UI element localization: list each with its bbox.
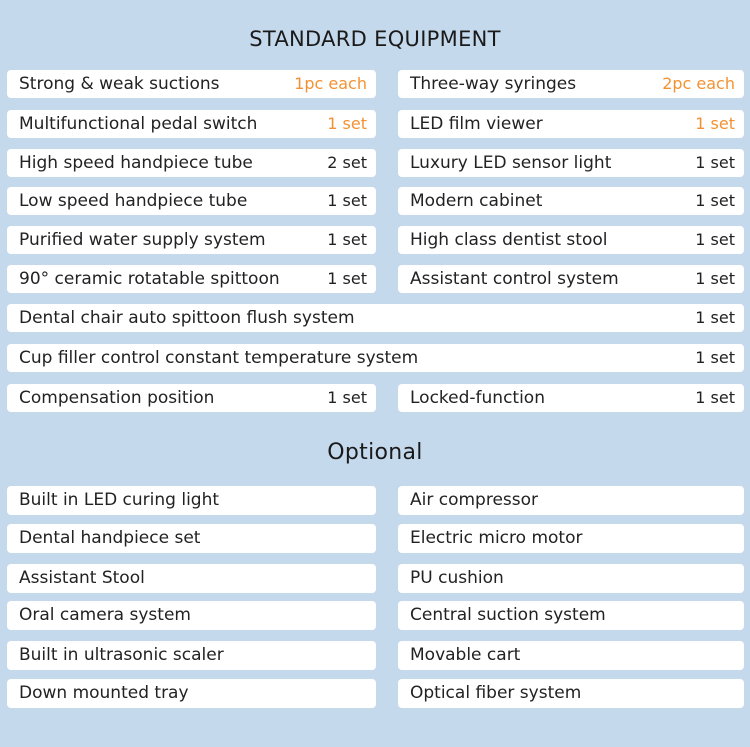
item-quantity: 2 set bbox=[327, 153, 367, 172]
optional-item: Built in ultrasonic scaler bbox=[7, 641, 376, 670]
equipment-item: High class dentist stool 1 set bbox=[398, 226, 744, 254]
optional-title: Optional bbox=[327, 440, 423, 465]
item-name: Cup filler control constant temperature … bbox=[19, 348, 419, 368]
item-quantity: 1 set bbox=[695, 191, 735, 210]
optional-item: Movable cart bbox=[398, 641, 744, 670]
item-name: Air compressor bbox=[410, 490, 539, 510]
item-name: Dental chair auto spittoon flush system bbox=[19, 308, 355, 328]
item-quantity: 1 set bbox=[695, 348, 735, 367]
item-name: Multifunctional pedal switch bbox=[19, 114, 258, 134]
item-quantity: 1 set bbox=[695, 153, 735, 172]
optional-item: Oral camera system bbox=[7, 601, 376, 630]
item-name: 90° ceramic rotatable spittoon bbox=[19, 269, 280, 289]
item-name: Down mounted tray bbox=[19, 683, 189, 703]
equipment-item: 90° ceramic rotatable spittoon 1 set bbox=[7, 265, 376, 293]
item-name: Dental handpiece set bbox=[19, 528, 201, 548]
equipment-item: Luxury LED sensor light 1 set bbox=[398, 149, 744, 177]
optional-item: Dental handpiece set bbox=[7, 524, 376, 553]
item-name: Electric micro motor bbox=[410, 528, 583, 548]
optional-item: Electric micro motor bbox=[398, 524, 744, 553]
item-quantity: 1 set bbox=[327, 230, 367, 249]
optional-item: Optical fiber system bbox=[398, 679, 744, 708]
item-name: Optical fiber system bbox=[410, 683, 582, 703]
equipment-item: High speed handpiece tube 2 set bbox=[7, 149, 376, 177]
item-quantity: 1 set bbox=[327, 269, 367, 288]
item-quantity: 1 set bbox=[695, 388, 735, 407]
equipment-item-wide: Dental chair auto spittoon flush system 1… bbox=[7, 304, 744, 332]
equipment-item: Locked-function 1 set bbox=[398, 384, 744, 412]
item-name: Assistant control system bbox=[410, 269, 619, 289]
optional-item: Down mounted tray bbox=[7, 679, 376, 708]
equipment-item: Strong & weak suctions 1pc each bbox=[7, 70, 376, 98]
equipment-item: Low speed handpiece tube 1 set bbox=[7, 187, 376, 215]
item-quantity: 1 set bbox=[327, 388, 367, 407]
equipment-item: Three-way syringes 2pc each bbox=[398, 70, 744, 98]
optional-item: PU cushion bbox=[398, 564, 744, 593]
optional-item: Built in LED curing light bbox=[7, 486, 376, 515]
item-name: Purified water supply system bbox=[19, 230, 266, 250]
standard-equipment-title: STANDARD EQUIPMENT bbox=[249, 27, 501, 51]
equipment-item-wide: Cup filler control constant temperature … bbox=[7, 344, 744, 372]
equipment-item: Compensation position 1 set bbox=[7, 384, 376, 412]
item-name: Locked-function bbox=[410, 388, 545, 408]
optional-item: Air compressor bbox=[398, 486, 744, 515]
item-quantity: 1 set bbox=[695, 230, 735, 249]
item-quantity: 1 set bbox=[327, 191, 367, 210]
equipment-item: Multifunctional pedal switch 1 set bbox=[7, 110, 376, 138]
item-name: Low speed handpiece tube bbox=[19, 191, 248, 211]
item-name: High class dentist stool bbox=[410, 230, 608, 250]
item-name: Compensation position bbox=[19, 388, 215, 408]
item-name: Strong & weak suctions bbox=[19, 74, 220, 94]
item-name: Three-way syringes bbox=[410, 74, 577, 94]
item-name: Built in LED curing light bbox=[19, 490, 220, 510]
item-quantity: 2pc each bbox=[662, 74, 735, 93]
item-quantity: 1 set bbox=[695, 308, 735, 327]
item-name: Modern cabinet bbox=[410, 191, 543, 211]
item-name: Assistant Stool bbox=[19, 568, 145, 588]
item-name: Built in ultrasonic scaler bbox=[19, 645, 224, 665]
item-quantity: 1 set bbox=[695, 114, 735, 133]
optional-item: Assistant Stool bbox=[7, 564, 376, 593]
item-quantity: 1 set bbox=[695, 269, 735, 288]
item-name: Luxury LED sensor light bbox=[410, 153, 612, 173]
item-name: LED film viewer bbox=[410, 114, 543, 134]
item-name: Central suction system bbox=[410, 605, 606, 625]
optional-item: Central suction system bbox=[398, 601, 744, 630]
item-quantity: 1pc each bbox=[294, 74, 367, 93]
item-name: Movable cart bbox=[410, 645, 521, 665]
equipment-item: Assistant control system 1 set bbox=[398, 265, 744, 293]
item-quantity: 1 set bbox=[327, 114, 367, 133]
equipment-item: LED film viewer 1 set bbox=[398, 110, 744, 138]
item-name: PU cushion bbox=[410, 568, 504, 588]
equipment-item: Purified water supply system 1 set bbox=[7, 226, 376, 254]
equipment-item: Modern cabinet 1 set bbox=[398, 187, 744, 215]
item-name: Oral camera system bbox=[19, 605, 191, 625]
item-name: High speed handpiece tube bbox=[19, 153, 253, 173]
